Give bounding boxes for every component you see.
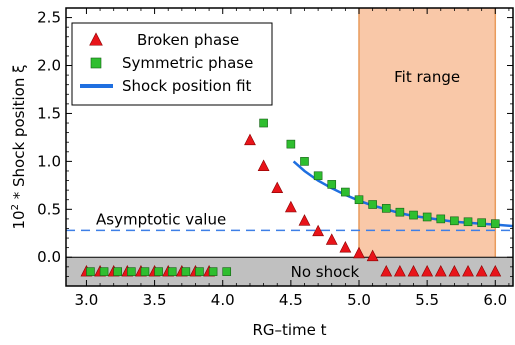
broken-phase-no-shock-point-12 [407, 264, 420, 277]
symmetric-phase-no-shock-point-0 [86, 267, 95, 276]
y-tick-label-2: 1.0 [37, 152, 61, 170]
broken-phase-no-shock-point-16 [462, 264, 474, 277]
broken-phase-no-shock-point-11 [393, 264, 406, 277]
x-tick-label-1: 3.5 [143, 291, 167, 309]
symmetric-phase-point-16 [490, 219, 500, 228]
symmetric-phase-point-13 [450, 216, 459, 226]
y-axis-label-rest: * Shock position ξ [10, 65, 28, 205]
fit-range-region [359, 8, 496, 286]
symmetric-phase-no-shock-point-10 [222, 267, 232, 276]
legend-broken-marker [89, 32, 103, 46]
broken-phase-no-shock-point-18 [489, 264, 502, 277]
legend: Broken phase Symmetric phase Shock posit… [71, 22, 273, 106]
y-tick-label-1: 0.5 [37, 200, 61, 218]
y-tick-label-3: 1.5 [37, 104, 61, 122]
symmetric-phase-point-12 [436, 214, 446, 224]
symmetric-phase-point-15 [477, 218, 486, 228]
x-tick-label-2: 4.0 [211, 291, 235, 309]
broken-phase-no-shock-point-10 [380, 264, 393, 277]
symmetric-phase-no-shock-point-2 [113, 267, 122, 276]
symmetric-phase-point-1 [286, 139, 296, 149]
broken-phase-point-4 [298, 214, 311, 226]
legend-symmetric-marker [90, 57, 102, 69]
broken-phase-no-shock-point-17 [475, 264, 488, 277]
y-tick-label-5: 2.5 [37, 9, 61, 27]
symmetric-phase-point-3 [313, 171, 323, 181]
y-axis-label-base: 10 [10, 210, 28, 229]
x-axis-label: RG–time t [252, 321, 326, 339]
symmetric-phase-point-4 [327, 180, 337, 189]
symmetric-phase-point-2 [300, 157, 309, 166]
broken-phase-point-3 [284, 200, 297, 213]
broken-phase-no-shock-point-13 [421, 264, 434, 277]
broken-phase-point-5 [312, 224, 325, 237]
x-tick-label-4: 5.0 [347, 291, 371, 309]
broken-phase-no-shock-point-15 [448, 264, 461, 277]
symmetric-phase-no-shock-point-5 [154, 267, 163, 276]
broken-phase-point-9 [366, 249, 379, 262]
y-axis-label: 102 * Shock position ξ [10, 65, 28, 230]
legend-symmetric-label: Symmetric phase [122, 54, 253, 72]
broken-phase-no-shock-point-14 [434, 264, 447, 277]
broken-phase-point-8 [353, 246, 365, 259]
symmetric-phase-no-shock-point-6 [167, 267, 177, 276]
broken-phase-point-1 [257, 159, 270, 171]
symmetric-phase-point-7 [368, 200, 377, 209]
symmetric-phase-point-10 [409, 210, 418, 220]
broken-phase-point-7 [339, 240, 352, 253]
fit-range-label: Fit range [394, 68, 460, 86]
plot-frame [65, 7, 514, 287]
y-axis-ticks: 0.0 0.5 1.0 1.5 2.0 2.5 [37, 9, 513, 277]
asymptote-label: Asymptotic value [96, 210, 226, 228]
symmetric-phase-no-shock-point-9 [208, 267, 218, 276]
y-tick-label-4: 2.0 [37, 57, 61, 75]
symmetric-phase-series [86, 118, 500, 276]
symmetric-phase-no-shock-point-7 [181, 267, 191, 276]
x-tick-label-5: 5.5 [415, 291, 439, 309]
symmetric-phase-point-5 [341, 187, 350, 197]
symmetric-phase-point-11 [422, 212, 432, 222]
symmetric-phase-point-9 [395, 207, 405, 217]
symmetric-phase-no-shock-point-4 [140, 267, 150, 276]
broken-phase-point-6 [325, 233, 338, 245]
x-tick-label-3: 4.5 [279, 291, 303, 309]
symmetric-phase-no-shock-point-3 [127, 267, 136, 276]
symmetric-phase-point-8 [381, 204, 391, 213]
symmetric-phase-point-14 [463, 217, 473, 227]
x-axis-ticks: 3.0 3.5 4.0 4.5 5.0 5.5 6.0 [75, 8, 510, 309]
no-shock-label: No shock [291, 263, 360, 281]
x-tick-label-6: 6.0 [483, 291, 507, 309]
symmetric-phase-point-0 [259, 118, 268, 128]
symmetric-phase-no-shock-point-1 [99, 267, 109, 276]
y-axis-label-exponent: 2 [10, 204, 21, 210]
symmetric-phase-no-shock-point-8 [195, 267, 204, 276]
broken-phase-point-2 [271, 181, 284, 194]
broken-phase-point-0 [244, 133, 256, 146]
legend-box [71, 22, 273, 106]
y-tick-label-0: 0.0 [37, 248, 61, 266]
x-tick-label-0: 3.0 [75, 291, 99, 309]
legend-broken-label: Broken phase [137, 31, 239, 49]
symmetric-phase-point-6 [354, 195, 364, 205]
legend-fit-label: Shock position fit [122, 77, 252, 95]
